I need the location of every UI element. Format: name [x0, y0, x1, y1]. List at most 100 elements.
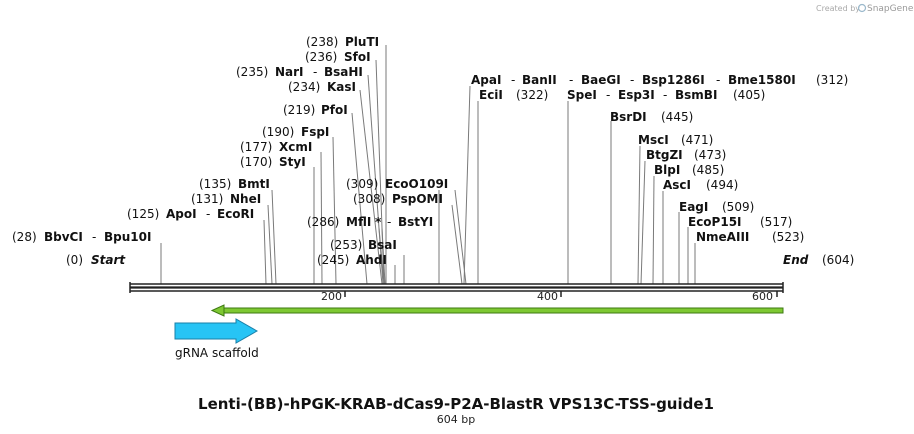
- site-blpi: BlpI (485): [654, 163, 724, 177]
- enzyme-name: NarI: [275, 65, 304, 79]
- separator: -: [92, 230, 96, 244]
- site-asci: AscI (494): [663, 178, 738, 192]
- enzyme-name: EagI: [679, 200, 708, 214]
- site-line-btgzi: [640, 160, 646, 285]
- site-position: (286): [307, 215, 339, 229]
- enzyme-name: Bpu10I: [104, 230, 151, 244]
- end-label: End: [783, 253, 809, 267]
- site-position: (135): [199, 177, 231, 191]
- site-kasi: (234) KasI: [288, 80, 356, 94]
- site-line-mfli: [378, 227, 385, 285]
- site-position: (170): [240, 155, 272, 169]
- separator: -: [569, 73, 573, 87]
- site-position: (219): [283, 103, 315, 117]
- map-title: Lenti-(BB)-hPGK-KRAB-dCas9-P2A-BlastR VP…: [198, 395, 714, 413]
- site-position: (322): [516, 88, 548, 102]
- grna-scaffold-feature: gRNA scaffold: [174, 318, 259, 360]
- site-position: (517): [760, 215, 792, 229]
- site-line-apoi: [263, 219, 267, 285]
- site-nhei: (131) NheI: [191, 192, 261, 206]
- snapgene-logo-icon: [857, 3, 867, 13]
- site-apoi: (125) ApoI - EcoRI: [127, 207, 254, 221]
- site-line-blpi: [652, 175, 655, 285]
- site-pluti: (238) PluTI: [306, 35, 379, 49]
- enzyme-name: BtgZI: [646, 148, 683, 162]
- enzyme-name: SfoI: [344, 50, 371, 64]
- separator: -: [313, 65, 317, 79]
- site-position: (445): [661, 110, 693, 124]
- site-styi: (170) StyI: [240, 155, 306, 169]
- site-nmeaiii: NmeAIII (523): [696, 230, 804, 244]
- enzyme-name: MflI: [346, 215, 371, 229]
- separator: -: [663, 88, 667, 102]
- site-bsrdi: BsrDI (445): [610, 110, 693, 124]
- tick-label-600: 600: [752, 290, 773, 303]
- site-position: (494): [706, 178, 738, 192]
- enzyme-name: NmeAIII: [696, 230, 749, 244]
- site-position: (125): [127, 207, 159, 221]
- enzyme-name: KasI: [327, 80, 356, 94]
- site-position: (234): [288, 80, 320, 94]
- enzyme-name: SpeI: [567, 88, 597, 102]
- enzyme-name: BsaHI: [324, 65, 363, 79]
- site-bbvci: (28) BbvCI - Bpu10I: [12, 230, 151, 244]
- site-pfoi: (219) PfoI: [283, 103, 348, 117]
- grna-scaffold-label: gRNA scaffold: [175, 346, 259, 360]
- site-position: (245): [317, 253, 349, 267]
- site-position: (473): [694, 148, 726, 162]
- separator: -: [511, 73, 515, 87]
- site-ahdi: (245) AhdI: [317, 253, 387, 267]
- separator: -: [630, 73, 634, 87]
- site-line-xcmi: [320, 151, 323, 285]
- enzyme-name: Bsp1286I: [642, 73, 705, 87]
- site-line-apai: [463, 85, 471, 285]
- enzyme-name: Bme1580I: [728, 73, 796, 87]
- site-line-fspi: [332, 136, 337, 285]
- site-position: (309): [346, 177, 378, 191]
- site-pspomi: (308) PspOMI: [353, 192, 443, 206]
- site-btgzi: BtgZI (473): [646, 148, 726, 162]
- enzyme-name: EciI: [479, 88, 503, 102]
- enzyme-name: PluTI: [345, 35, 379, 49]
- enzyme-name: BbvCI: [44, 230, 83, 244]
- site-sfoi: (236) SfoI: [305, 50, 371, 64]
- site-position: (28): [12, 230, 37, 244]
- enzyme-name: BaeGI: [581, 73, 621, 87]
- enzyme-name: EcoP15I: [688, 215, 742, 229]
- enzyme-name: BmtI: [238, 177, 270, 191]
- enzyme-name: BsrDI: [610, 110, 647, 124]
- enzyme-name: ApoI: [166, 207, 197, 221]
- site-line-bstyi: [381, 227, 386, 285]
- site-position: (177): [240, 140, 272, 154]
- enzyme-name: PfoI: [321, 103, 348, 117]
- site-line-bmti: [271, 189, 277, 285]
- site-position: (131): [191, 192, 223, 206]
- site-position: (471): [681, 133, 713, 147]
- site-apai: ApaI - BanII - BaeGI - Bsp1286I - Bme158…: [471, 73, 848, 87]
- enzyme-name: NheI: [230, 192, 261, 206]
- credit-prefix: Created by: [816, 4, 860, 13]
- site-mfli: (286) MflI * - BstYI: [307, 215, 433, 229]
- enzyme-name: AhdI: [356, 253, 387, 267]
- site-ecoo109i: (309) EcoO109I: [346, 177, 448, 191]
- separator: -: [387, 215, 391, 229]
- end-position: (604): [822, 253, 854, 267]
- enzyme-name: BlpI: [654, 163, 680, 177]
- site-position: (238): [306, 35, 338, 49]
- enzyme-name: BsmBI: [675, 88, 717, 102]
- site-position: (485): [692, 163, 724, 177]
- site-line-pfoi: [351, 112, 368, 285]
- site-line-msci: [637, 145, 641, 285]
- tick-label-200: 200: [321, 290, 342, 303]
- enzyme-name: Esp3I: [618, 88, 655, 102]
- site-eagi: EagI (509): [679, 200, 754, 214]
- site-xcmi: (177) XcmI: [240, 140, 312, 154]
- site-bsai: (253) BsaI: [330, 238, 397, 252]
- dna-backbone: [129, 282, 784, 293]
- enzyme-name: BanII: [522, 73, 557, 87]
- enzyme-name: XcmI: [279, 140, 312, 154]
- site-line-kasi: [359, 89, 383, 285]
- site-ecop15i: EcoP15I (517): [688, 215, 792, 229]
- site-position: (253): [330, 238, 362, 252]
